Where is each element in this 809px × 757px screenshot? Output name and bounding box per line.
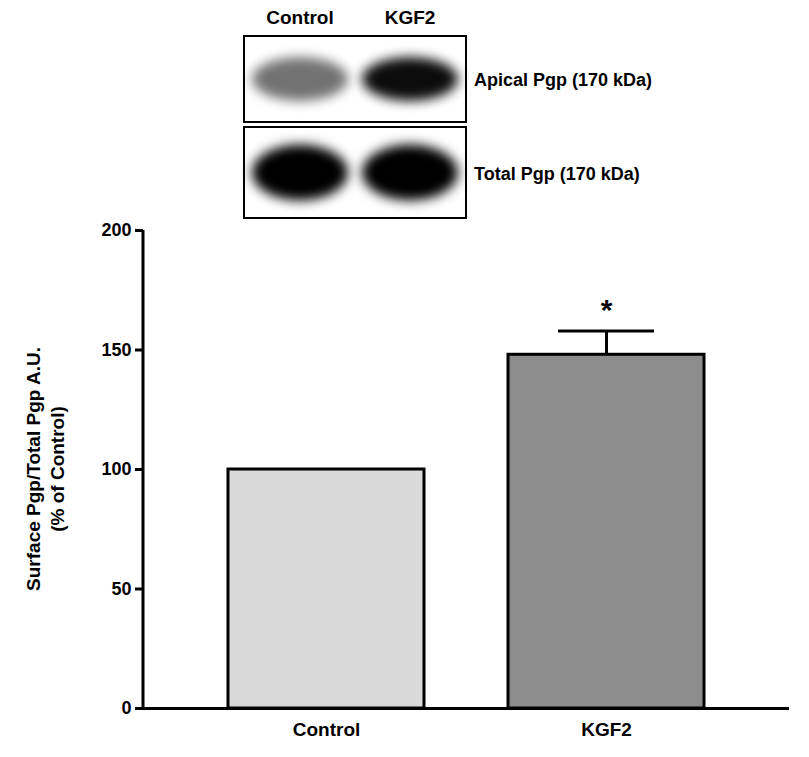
svg-text:Surface Pgp/Total Pgp A.U.(% o: Surface Pgp/Total Pgp A.U.(% of Control) bbox=[23, 347, 68, 591]
svg-text:150: 150 bbox=[101, 340, 131, 360]
svg-text:50: 50 bbox=[111, 579, 131, 599]
svg-text:Apical Pgp (170 kDa): Apical Pgp (170 kDa) bbox=[474, 70, 652, 90]
svg-text:200: 200 bbox=[101, 220, 131, 240]
svg-text:Total Pgp (170 kDa): Total Pgp (170 kDa) bbox=[474, 164, 640, 184]
svg-text:KGF2: KGF2 bbox=[581, 719, 632, 740]
svg-text:KGF2: KGF2 bbox=[385, 7, 436, 28]
svg-text:100: 100 bbox=[101, 459, 131, 479]
svg-text:0: 0 bbox=[121, 698, 131, 718]
svg-text:*: * bbox=[601, 293, 613, 326]
svg-text:Control: Control bbox=[266, 7, 334, 28]
svg-text:Control: Control bbox=[293, 719, 361, 740]
